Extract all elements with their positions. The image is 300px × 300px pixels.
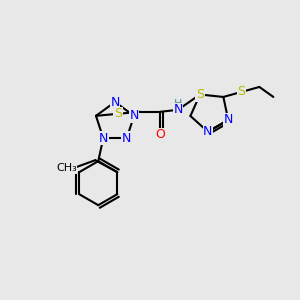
Text: S: S xyxy=(114,107,122,120)
Text: N: N xyxy=(129,109,139,122)
Text: N: N xyxy=(224,113,233,127)
Text: S: S xyxy=(237,85,245,98)
Text: N: N xyxy=(173,103,183,116)
Text: CH₃: CH₃ xyxy=(56,163,77,173)
Text: N: N xyxy=(122,132,131,145)
Text: N: N xyxy=(203,125,213,138)
Text: N: N xyxy=(110,95,120,109)
Text: S: S xyxy=(196,88,204,101)
Text: O: O xyxy=(155,128,165,141)
Text: H: H xyxy=(174,99,182,109)
Text: N: N xyxy=(99,132,108,145)
